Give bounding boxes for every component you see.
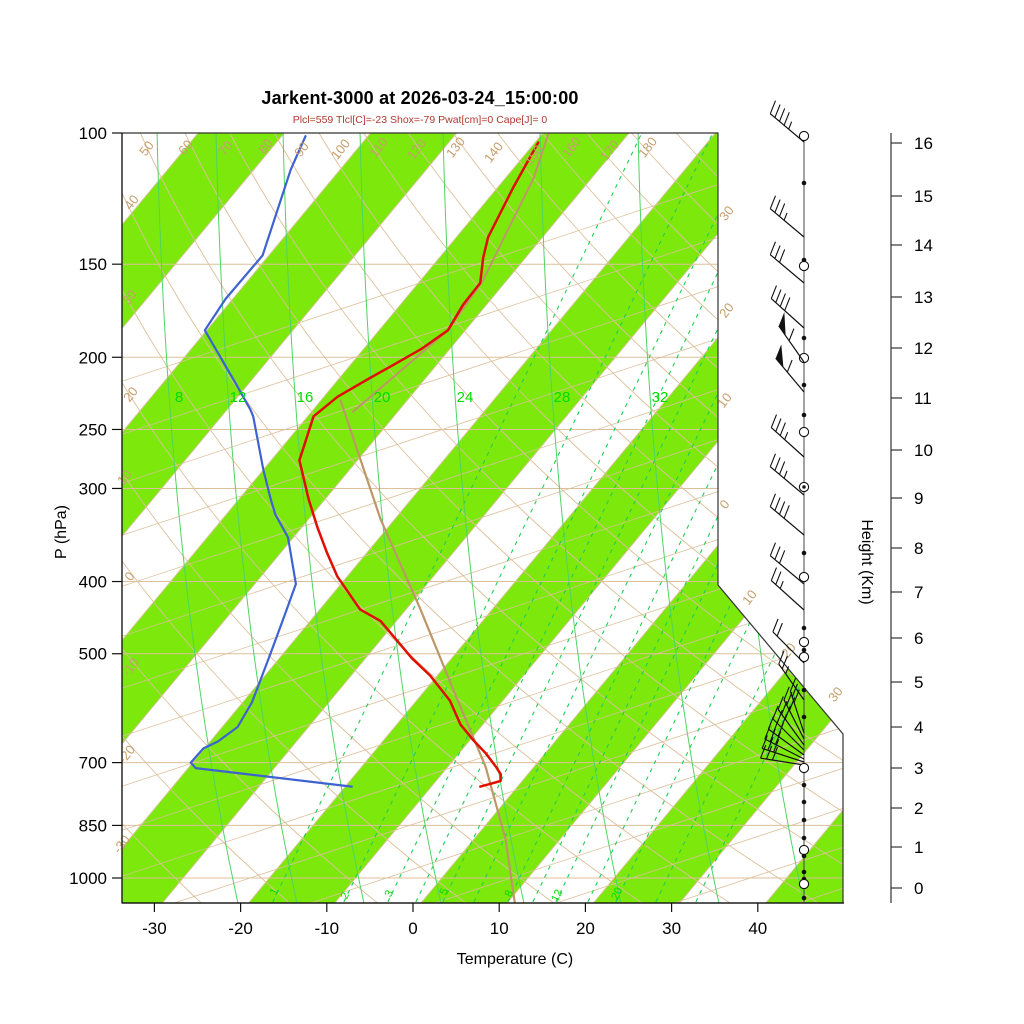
temperature-curve (298, 141, 540, 788)
svg-text:10: 10 (914, 441, 933, 460)
svg-text:-10: -10 (315, 919, 340, 938)
svg-text:5: 5 (914, 673, 923, 692)
svg-text:10: 10 (490, 919, 509, 938)
svg-text:24: 24 (457, 389, 474, 406)
svg-text:16: 16 (297, 389, 314, 406)
temperature-axis: -30 -20 -10 0 10 20 30 40 (122, 902, 844, 938)
svg-text:-30: -30 (142, 919, 167, 938)
svg-text:15: 15 (914, 187, 933, 206)
svg-text:200: 200 (79, 348, 107, 367)
svg-text:1: 1 (914, 838, 923, 857)
svg-text:4: 4 (914, 718, 923, 737)
svg-text:0: 0 (914, 879, 923, 898)
svg-text:150: 150 (79, 255, 107, 274)
moist-adiabat-labels: 8 12 16 20 24 28 32 (175, 389, 669, 406)
chart-subtitle: Plcl=559 Tlcl[C]=-23 Shox=-79 Pwat[cm]=0… (292, 114, 548, 126)
svg-text:20: 20 (374, 389, 391, 406)
parcel-curves (339, 133, 550, 903)
svg-text:500: 500 (79, 645, 107, 664)
svg-text:0: 0 (408, 919, 417, 938)
svg-text:90: 90 (291, 139, 312, 160)
chart-title: Jarkent-3000 at 2026-03-24_15:00:00 (261, 88, 579, 108)
svg-text:700: 700 (79, 754, 107, 773)
svg-text:3: 3 (914, 759, 923, 778)
svg-text:1: 1 (268, 886, 281, 897)
svg-text:28: 28 (554, 389, 571, 406)
mixing-ratio-labels: 1 2 3 5 8 12 20 (268, 886, 626, 904)
svg-text:14: 14 (914, 236, 933, 255)
svg-text:8: 8 (914, 539, 923, 558)
svg-text:-20: -20 (228, 919, 253, 938)
svg-text:12: 12 (549, 888, 565, 904)
temperature-axis-label: Temperature (C) (456, 951, 574, 968)
svg-text:850: 850 (79, 816, 107, 835)
pressure-axis: 100 150 200 250 300 400 500 700 850 1000 (69, 124, 123, 903)
svg-text:11: 11 (914, 389, 932, 408)
svg-text:30: 30 (825, 684, 846, 705)
svg-text:10: 10 (739, 587, 760, 608)
svg-text:20: 20 (609, 886, 625, 902)
svg-text:2: 2 (914, 799, 923, 818)
svg-text:5: 5 (438, 886, 451, 897)
svg-text:12: 12 (914, 339, 933, 358)
svg-text:6: 6 (914, 629, 923, 648)
wind-barb-column (760, 100, 810, 903)
svg-text:400: 400 (79, 573, 107, 592)
svg-text:20: 20 (120, 384, 141, 405)
svg-text:32: 32 (652, 389, 669, 406)
svg-text:0: 0 (716, 497, 732, 512)
svg-text:30: 30 (662, 919, 681, 938)
svg-text:1000: 1000 (69, 869, 107, 888)
svg-text:13: 13 (914, 288, 933, 307)
dewpoint-curve (189, 135, 353, 788)
svg-text:3: 3 (383, 888, 396, 899)
svg-text:300: 300 (79, 479, 107, 498)
svg-text:12: 12 (230, 389, 247, 406)
svg-text:140: 140 (481, 139, 506, 165)
svg-text:20: 20 (716, 300, 737, 321)
svg-text:8: 8 (503, 888, 516, 899)
svg-text:16: 16 (914, 134, 933, 153)
svg-text:20: 20 (576, 919, 595, 938)
svg-text:250: 250 (79, 420, 107, 439)
svg-text:8: 8 (175, 389, 183, 406)
svg-text:9: 9 (914, 489, 923, 508)
svg-text:7: 7 (914, 583, 923, 602)
svg-text:2: 2 (339, 890, 352, 901)
svg-text:100: 100 (79, 124, 107, 143)
svg-text:50: 50 (136, 138, 157, 159)
svg-text:40: 40 (748, 919, 767, 938)
svg-text:30: 30 (716, 203, 737, 224)
